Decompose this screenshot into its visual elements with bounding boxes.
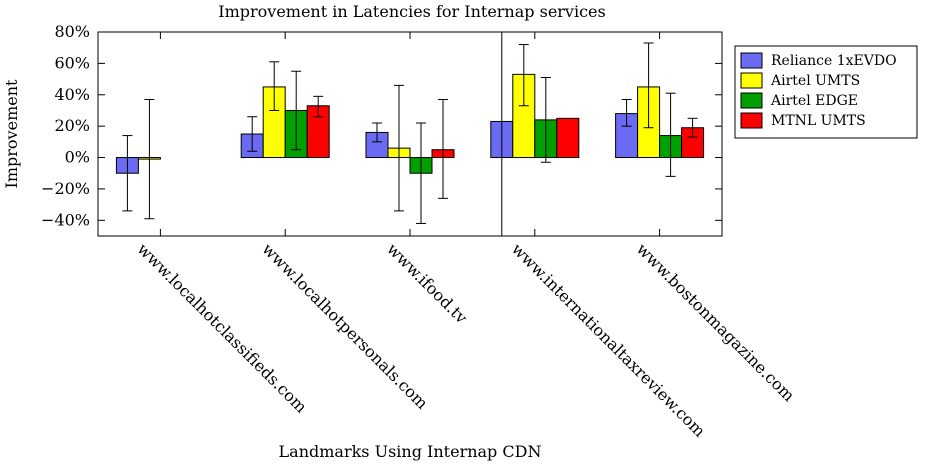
y-axis: −40% −20% 0% 20% 40% 60% 80% <box>41 22 722 229</box>
y-tick-label: 60% <box>54 53 90 72</box>
y-tick-label: 40% <box>54 85 90 104</box>
legend-swatch <box>740 112 763 129</box>
legend-label: Airtel UMTS <box>770 73 860 89</box>
legend: Reliance 1xEVDO Airtel UMTS Airtel EDGE MTN… <box>734 45 918 139</box>
chart-title: Improvement in Latencies for Internap se… <box>218 2 605 21</box>
y-tick-label: 80% <box>54 22 90 41</box>
legend-swatch <box>740 72 763 89</box>
legend-box <box>734 45 918 139</box>
legend-label: Reliance 1xEVDO <box>771 53 897 69</box>
y-tick-label: −40% <box>41 210 90 229</box>
legend-swatch <box>740 92 763 109</box>
y-tick-label: 20% <box>54 116 90 135</box>
bar <box>556 117 580 159</box>
x-tick-label: www.ifood.tv <box>383 239 471 327</box>
legend-label: MTNL UMTS <box>771 113 866 129</box>
bars-layer <box>115 32 705 236</box>
legend-label: Airtel EDGE <box>770 93 858 109</box>
legend-swatch <box>740 52 763 69</box>
y-tick-label: 0% <box>65 148 90 167</box>
y-tick-label: −20% <box>41 179 90 198</box>
x-axis-label: Landmarks Using Internap CDN <box>279 442 542 461</box>
y-axis-label: Improvement <box>2 79 21 188</box>
x-tick-label: www.internationaltaxreview.com <box>508 239 709 440</box>
